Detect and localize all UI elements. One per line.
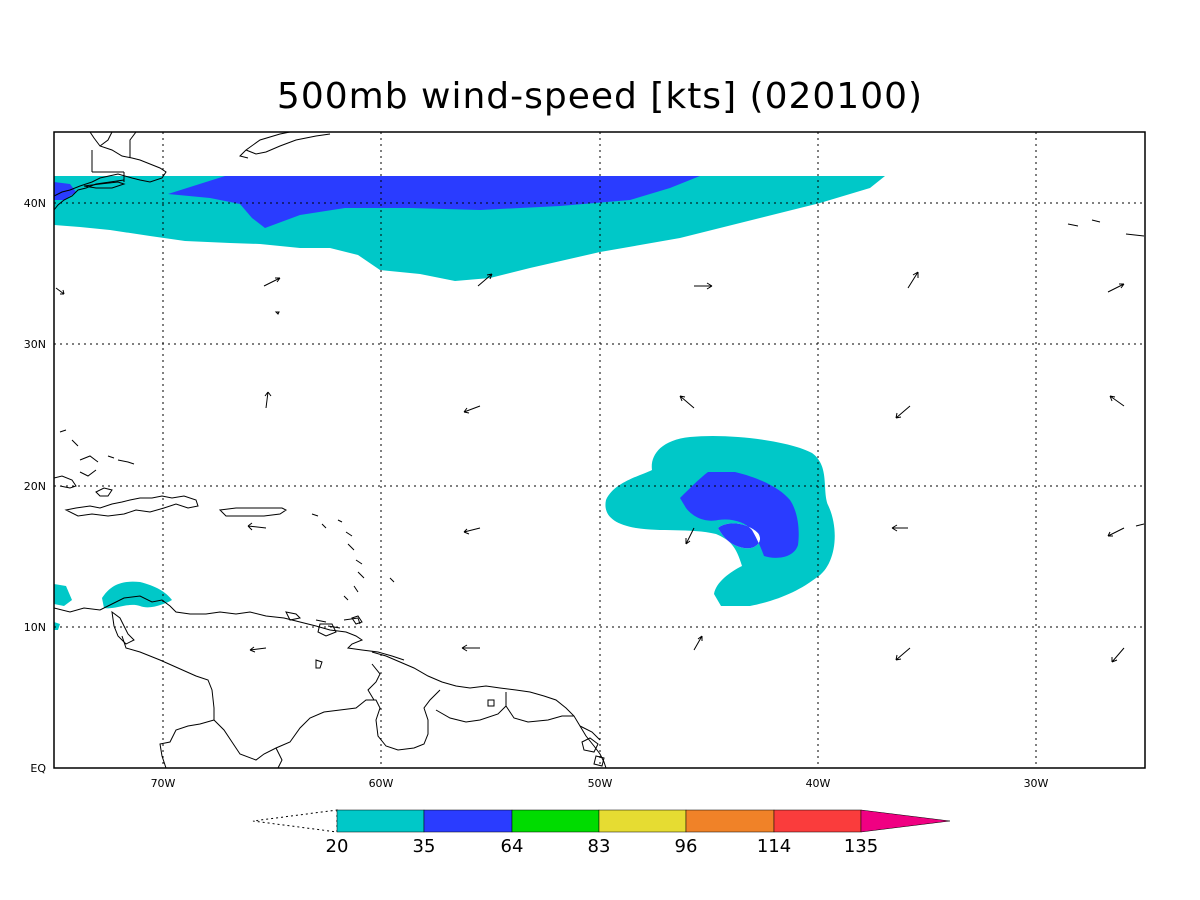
lon-label: 70W [151,777,176,790]
wind-arrow [694,282,713,290]
wind-arrow [249,646,267,653]
coastlines [54,132,1145,768]
lat-label: 20N [24,480,46,493]
brazil-coast [579,725,601,741]
lon-label: 30W [1024,777,1049,790]
venezuela-coast [54,595,405,661]
graticule [54,132,1145,768]
tobago [351,615,363,625]
wind-arrow [463,527,481,535]
lat-label: 10N [24,621,46,634]
wind-arrow [263,277,281,287]
wind-arrow [895,647,911,661]
colorbar-swatch-83-96 [598,809,687,833]
guyana-inland [367,663,381,701]
caribbean-band-20-35-sw [54,622,60,630]
wind-arrow [693,635,703,651]
wind-arrow [247,522,267,531]
bahamas [59,429,135,477]
map-frame [53,131,1146,769]
hispaniola-north [95,487,113,497]
puerto-rico [218,507,287,517]
lon-label: 50W [588,777,613,790]
lat-label: EQ [30,762,46,775]
map-title: 500mb wind-speed [kts] (020100) [276,76,924,117]
guyana-coast [371,651,607,768]
cuba [54,475,77,489]
amazon-delta [581,737,605,767]
storm-band-35-64 [680,472,799,558]
colorbar-label: 114 [757,836,791,857]
canary-snippet [1135,523,1145,527]
us-northeast-coast [54,132,167,197]
jet-band-35-64 [168,176,700,228]
lat-label: 40N [24,197,46,210]
storm-band-20-35 [605,435,835,606]
wind-arrow [461,644,480,652]
windward-islands [285,611,361,629]
wind-arrow [907,271,919,289]
wind-arrow [477,273,493,287]
long-island [83,181,126,189]
caribbean-band-20-35-west [54,584,72,606]
wind-arrow [264,391,272,409]
colorbar-swatch-96-114 [685,809,775,833]
lon-label: 60W [369,777,394,790]
hispaniola [64,495,199,517]
colorbar-lower-extension [252,809,338,833]
azores [1067,219,1145,237]
lat-label: 30N [24,338,46,351]
wind-arrow [895,405,911,419]
colorbar-label: 64 [501,836,524,857]
colorbar-swatch-20-35 [336,809,425,833]
colorbar-label: 96 [675,836,698,857]
colorbar-label: 20 [326,836,349,857]
colorbar: 20 35 64 83 96 114 135 [252,809,951,857]
colorbar-swatch-64-83 [511,809,600,833]
trinidad [317,623,337,637]
colorbar-label: 83 [588,836,611,857]
wind-arrow [685,527,695,545]
lon-label: 40W [806,777,831,790]
wind-arrow [55,287,65,295]
wind-arrow [463,405,481,414]
colorbar-label: 35 [413,836,436,857]
country-borders [121,635,574,768]
bermuda [274,311,280,315]
wind-vectors [55,271,1125,663]
wind-arrow [1109,395,1125,407]
small-island [487,699,495,707]
wind-arrow [1107,527,1125,537]
leeward-islands [311,513,395,601]
colorbar-swatch-114-135 [773,809,862,833]
lat-axis: EQ 10N 20N 30N 40N [24,197,47,775]
colorbar-label: 135 [844,836,878,857]
lon-axis: 70W 60W 50W 40W 30W [151,777,1049,790]
wind-arrow [1107,283,1125,293]
wind-arrow [1111,647,1125,663]
wind-arrow [679,395,695,409]
lake-maracaibo [111,610,135,645]
wind-speed-shading [54,176,885,630]
wind-arrow [891,524,908,532]
state-borders-ne [91,132,137,182]
colorbar-upper-extension [860,809,951,833]
inland-lake [315,659,323,669]
colorbar-swatch-35-64 [423,809,513,833]
nova-scotia [239,132,331,159]
caribbean-band-20-35 [102,581,172,609]
